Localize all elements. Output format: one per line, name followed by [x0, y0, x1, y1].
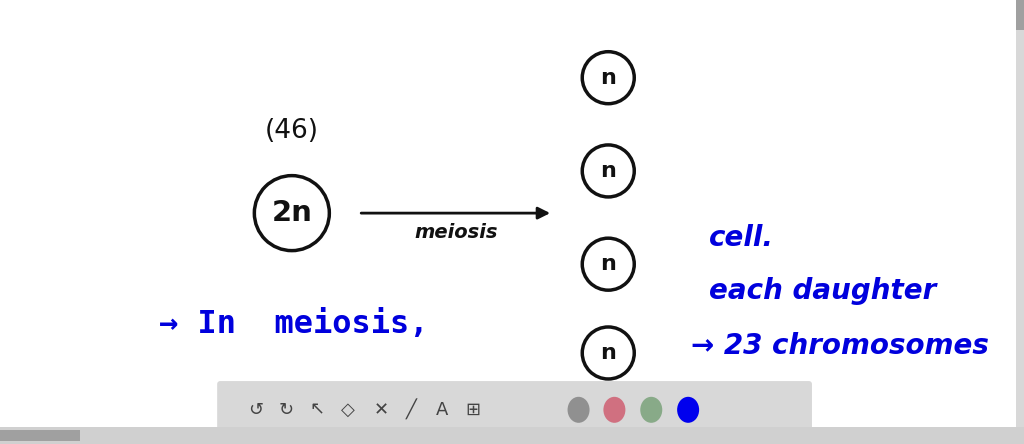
FancyBboxPatch shape: [217, 381, 812, 438]
Ellipse shape: [677, 397, 699, 423]
Text: → 23 chromosomes: → 23 chromosomes: [691, 332, 989, 361]
Text: ╱: ╱: [407, 399, 417, 420]
Text: ↺: ↺: [249, 401, 263, 419]
Bar: [1016, 0, 1024, 427]
Ellipse shape: [567, 397, 590, 423]
Text: ⊞: ⊞: [466, 401, 480, 419]
Bar: [0, 427, 1024, 444]
Ellipse shape: [603, 397, 626, 423]
Bar: [1016, 0, 1024, 30]
Text: n: n: [600, 254, 616, 274]
Text: ↖: ↖: [310, 401, 325, 419]
Text: 2n: 2n: [271, 199, 312, 227]
Ellipse shape: [640, 397, 663, 423]
Text: n: n: [600, 67, 616, 88]
Text: A: A: [436, 401, 449, 419]
Text: ◇: ◇: [341, 401, 355, 419]
Text: → In  meiosis,: → In meiosis,: [159, 309, 428, 340]
Text: n: n: [600, 343, 616, 363]
Text: cell.: cell.: [710, 223, 774, 252]
Bar: [0, 430, 80, 441]
Text: (46): (46): [265, 118, 318, 144]
Text: ↻: ↻: [279, 401, 293, 419]
Text: ✕: ✕: [374, 401, 388, 419]
Text: n: n: [600, 161, 616, 181]
Text: each daughter: each daughter: [710, 277, 937, 305]
Text: meiosis: meiosis: [414, 223, 498, 242]
